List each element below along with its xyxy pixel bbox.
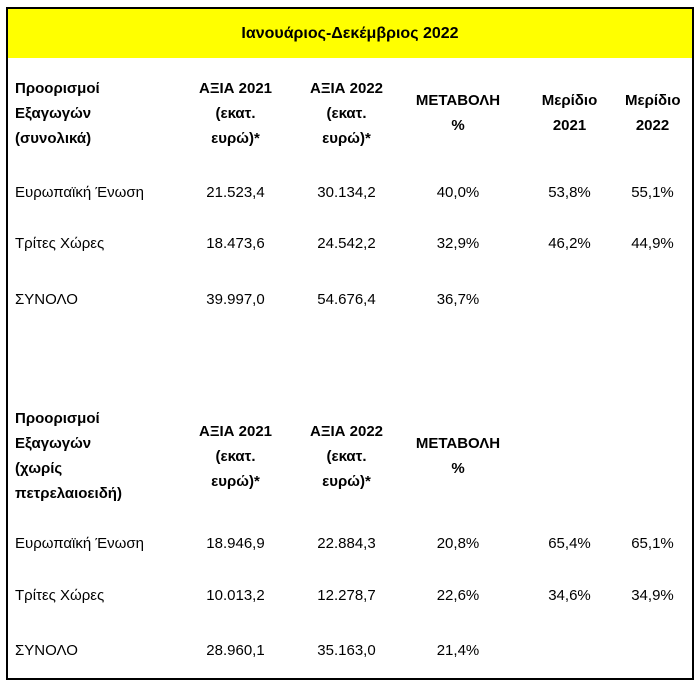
cell-value-2021: 18.473,6 [206,234,265,252]
cell-share-2021 [514,270,625,328]
row-label: Ευρωπαϊκή Ένωση [15,183,144,201]
row-label: Ευρωπαϊκή Ένωση [15,534,144,552]
row-label: Τρίτες Χώρες [15,234,105,252]
col-header-destinations-nonoil: Προορισμοί Εξαγωγών (χωρίς πετρελαιοειδή… [15,410,122,502]
cell-share-2022 [625,623,692,678]
table-row-eu-nonoil: Ευρωπαϊκή Ένωση 18.946,9 22.884,3 20,8% … [8,518,692,568]
col-header-share-2022 [625,394,692,518]
section2-header-row: Προορισμοί Εξαγωγών (χωρίς πετρελαιοειδή… [8,394,692,518]
cell-value-2021: 21.523,4 [206,183,265,201]
cell-change-pct: 21,4% [436,642,480,659]
row-label: Τρίτες Χώρες [15,587,105,604]
section1-header-row: Προορισμοί Εξαγωγών (συνολικά) ΑΞΙΑ 2021… [8,58,692,168]
col-header-change-pct: ΜΕΤΑΒΟΛΗ % [415,435,501,477]
cell-value-2022: 35.163,0 [317,642,376,659]
cell-share-2021: 46,2% [548,234,591,252]
col-header-value-2022: ΑΞΙΑ 2022 (εκατ. ευρώ)* [309,79,384,147]
cell-share-2021: 53,8% [548,183,591,201]
cell-value-2022: 12.278,7 [317,587,376,604]
cell-share-2021: 34,6% [548,587,591,604]
row-label: ΣΥΝΟΛΟ [15,642,78,659]
col-header-value-2022: ΑΞΙΑ 2022 (εκατ. ευρώ)* [309,422,384,490]
table-row-third-countries-total: Τρίτες Χώρες 18.473,6 24.542,2 32,9% 46,… [8,216,692,270]
period-title: Ιανουάριος-Δεκέμβριος 2022 [8,9,692,58]
col-header-destinations-total: Προορισμοί Εξαγωγών (συνολικά) [15,79,100,147]
cell-change-pct: 40,0% [436,183,480,201]
col-header-value-2021: ΑΞΙΑ 2021 (εκατ. ευρώ)* [198,79,273,147]
col-header-share-2021: Μερίδιο 2021 [541,92,598,134]
cell-change-pct: 32,9% [436,234,480,252]
section-spacer-row [8,328,692,394]
cell-value-2022: 22.884,3 [317,534,376,552]
cell-share-2022: 44,9% [631,234,674,252]
col-header-share-2022: Μερίδιο 2022 [625,92,681,134]
table-row-third-countries-nonoil: Τρίτες Χώρες 10.013,2 12.278,7 22,6% 34,… [8,568,692,623]
cell-change-pct: 22,6% [436,587,480,604]
cell-change-pct: 36,7% [436,290,480,308]
cell-value-2021: 10.013,2 [206,587,265,604]
exports-data-table: Προορισμοί Εξαγωγών (συνολικά) ΑΞΙΑ 2021… [8,58,692,678]
cell-value-2022: 24.542,2 [317,234,376,252]
table-row-grand-total: ΣΥΝΟΛΟ 39.997,0 54.676,4 36,7% [8,270,692,328]
col-header-share-2021 [514,394,625,518]
section-spacer [8,328,692,394]
cell-share-2022: 34,9% [631,587,674,604]
col-header-value-2021: ΑΞΙΑ 2021 (εκατ. ευρώ)* [198,422,273,490]
cell-share-2022 [625,270,692,328]
row-label: ΣΥΝΟΛΟ [15,290,78,308]
cell-share-2021: 65,4% [548,534,591,552]
exports-table: Ιανουάριος-Δεκέμβριος 2022 Προορισμοί Εξ… [6,7,694,680]
cell-value-2022: 54.676,4 [317,290,376,308]
cell-value-2022: 30.134,2 [317,183,376,201]
table-row-grand-total-nonoil: ΣΥΝΟΛΟ 28.960,1 35.163,0 21,4% [8,623,692,678]
table-row-eu-total: Ευρωπαϊκή Ένωση 21.523,4 30.134,2 40,0% … [8,168,692,216]
col-header-change-pct: ΜΕΤΑΒΟΛΗ % [415,92,501,134]
cell-change-pct: 20,8% [436,534,480,552]
cell-share-2021 [514,623,625,678]
cell-value-2021: 28.960,1 [206,642,265,659]
cell-share-2022: 65,1% [631,534,674,552]
cell-share-2022: 55,1% [631,183,674,201]
cell-value-2021: 18.946,9 [206,534,265,552]
cell-value-2021: 39.997,0 [206,290,265,308]
